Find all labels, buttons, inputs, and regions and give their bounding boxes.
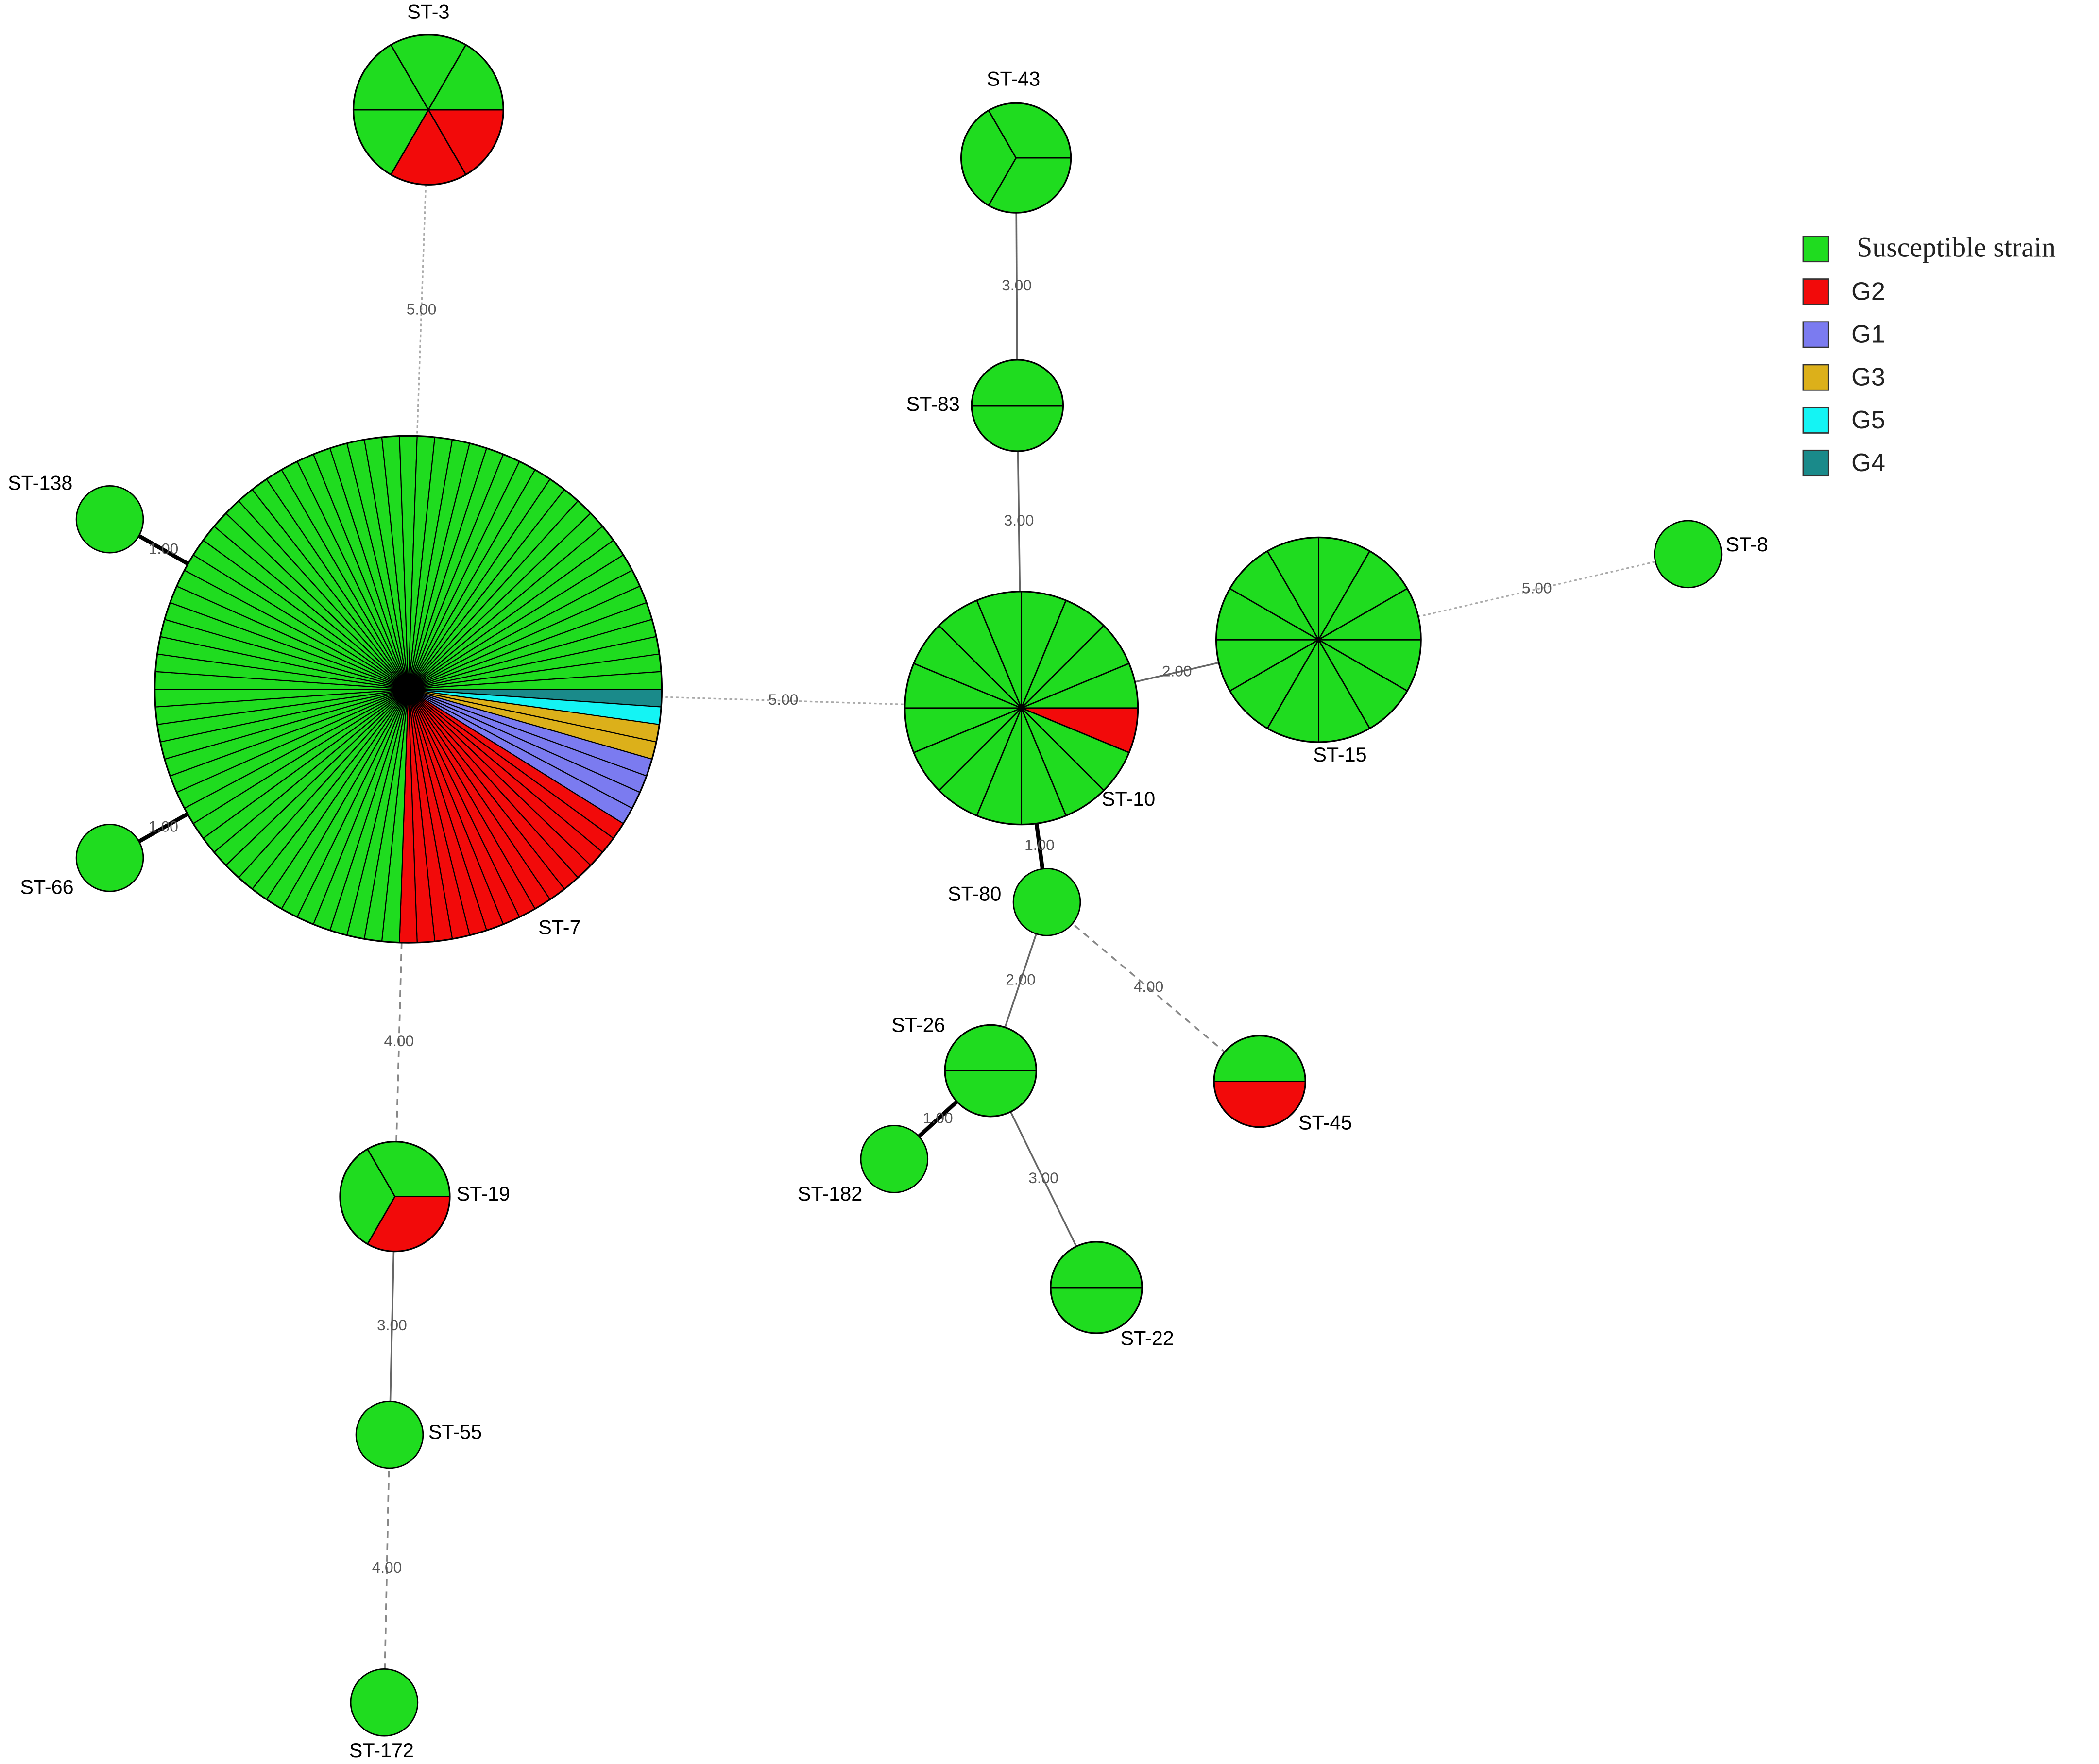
edge-label: 4.00 (372, 1559, 402, 1576)
edge-label: 2.00 (1006, 970, 1036, 988)
node-outline (1215, 536, 1422, 743)
legend-label: Susceptible strain (1857, 232, 2056, 263)
node (1213, 1035, 1306, 1128)
node (1012, 868, 1081, 936)
pie-slice (75, 485, 144, 554)
edge (1318, 553, 1689, 641)
pie-slice (1213, 1081, 1306, 1128)
pie-slice (944, 1024, 1037, 1071)
node (1654, 520, 1723, 589)
node-outline (971, 359, 1064, 452)
node (154, 435, 663, 944)
node-outline (1213, 1035, 1306, 1128)
legend-label: G3 (1851, 363, 1885, 391)
edge-label: 1.00 (148, 818, 178, 835)
node (944, 1024, 1038, 1118)
node-outline (904, 591, 1139, 826)
node-label: ST-83 (906, 393, 960, 415)
node-outline (154, 435, 663, 944)
edge-label: 3.00 (1002, 276, 1032, 294)
node (75, 485, 144, 554)
node-label: ST-22 (1121, 1327, 1174, 1349)
edge-label: 2.00 (1162, 662, 1192, 680)
pie-slice (75, 824, 144, 892)
node-label: ST-26 (891, 1014, 945, 1036)
edge-label: 3.00 (377, 1316, 407, 1334)
node-label: ST-66 (20, 876, 73, 899)
node (904, 591, 1139, 826)
legend-label: G5 (1851, 406, 1885, 434)
pie-slice (355, 1400, 424, 1469)
edge-label: 5.00 (768, 691, 799, 708)
node (352, 34, 504, 186)
node-label: ST-182 (798, 1183, 862, 1205)
edge-label: 4.00 (384, 1032, 414, 1050)
legend-swatch (1802, 407, 1829, 434)
node (339, 1140, 451, 1253)
edge (383, 1435, 391, 1703)
node-label: ST-43 (987, 68, 1040, 90)
node-label: ST-172 (349, 1739, 414, 1762)
legend-swatch (1802, 449, 1829, 477)
edge-label: 1.00 (1024, 836, 1055, 854)
node-outline (960, 102, 1072, 214)
node-label: ST-3 (407, 0, 449, 23)
node-label: ST-15 (1313, 744, 1366, 766)
edge-label: 1.00 (149, 540, 179, 557)
node-outline (1050, 1241, 1143, 1334)
node-outline (352, 34, 504, 186)
pie-slice (1050, 1241, 1143, 1289)
edge-label: 1.00 (923, 1109, 953, 1126)
node-label: ST-55 (428, 1421, 482, 1443)
node-outline (944, 1024, 1038, 1118)
node (860, 1125, 929, 1193)
node (960, 102, 1072, 214)
legend-swatch (1802, 236, 1829, 263)
node-label: ST-19 (457, 1183, 510, 1205)
node (971, 359, 1064, 452)
legend-swatch (1802, 321, 1829, 348)
edge-label: 3.00 (1004, 511, 1034, 529)
legend-label: G4 (1851, 449, 1885, 477)
legend-label: G1 (1851, 321, 1885, 349)
pie-slice (350, 1668, 419, 1737)
pie-slice (944, 1070, 1037, 1117)
pie-slice (1654, 520, 1723, 589)
node-label: ST-80 (948, 882, 1001, 905)
pie-slice (1012, 868, 1081, 936)
node (355, 1400, 424, 1469)
node (1215, 536, 1422, 743)
legend: Susceptible strain G2 G1 G3 G5 G4 (1802, 232, 2056, 477)
node-label: ST-45 (1298, 1112, 1352, 1134)
nodes: ST-3 ST-43 ST-83 ST-7 ST-138 ST-66 ST-10 ST-15 S… (8, 0, 1768, 1762)
legend-swatch (1802, 364, 1829, 391)
legend-swatch (1802, 278, 1829, 305)
node-outline (339, 1140, 451, 1253)
node (1050, 1241, 1143, 1334)
node-label: ST-8 (1726, 533, 1768, 556)
pie-slice (860, 1125, 929, 1193)
node-label: ST-7 (538, 916, 580, 938)
legend-label: G2 (1851, 277, 1885, 305)
node (350, 1668, 419, 1737)
pie-slice (971, 405, 1064, 452)
edge-label: 5.00 (407, 300, 437, 318)
edge-label: 3.00 (1028, 1169, 1058, 1187)
edge-label: 4.00 (1134, 978, 1164, 995)
node-label: ST-10 (1102, 788, 1155, 810)
pie-slice (971, 359, 1064, 407)
pie-slice (1050, 1287, 1143, 1334)
node (75, 824, 144, 892)
node-label: ST-138 (8, 472, 72, 494)
pie-slice (1213, 1035, 1306, 1082)
edge-label: 5.00 (1522, 579, 1552, 596)
